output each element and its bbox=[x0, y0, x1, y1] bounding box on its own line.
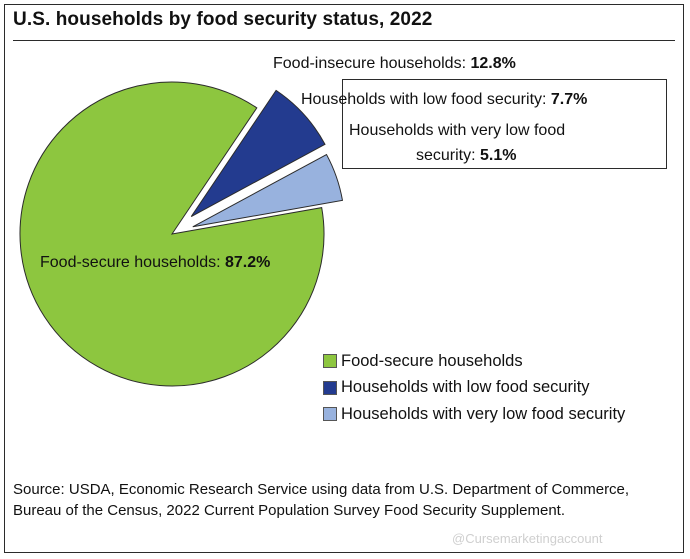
food-insecure-callout-box bbox=[342, 79, 667, 169]
legend-swatch-low-security bbox=[323, 380, 337, 395]
legend-label-very-low-security: Households with very low food security bbox=[341, 404, 626, 423]
label-food-insecure-text: Food-insecure households: bbox=[273, 55, 470, 72]
label-food-secure-value: 87.2% bbox=[225, 254, 270, 271]
legend-label-low-security: Households with low food security bbox=[341, 378, 590, 397]
label-low-security-value: 7.7% bbox=[551, 91, 587, 108]
label-food-secure: Food-secure households: 87.2% bbox=[40, 254, 270, 271]
pie-slice-very-low-security bbox=[192, 153, 344, 228]
label-very-low-line2: security: 5.1% bbox=[416, 147, 516, 164]
label-very-low-value: 5.1% bbox=[480, 147, 516, 164]
legend-item-very-low-security: Households with very low food security bbox=[323, 401, 625, 428]
pie-slice-low-security bbox=[190, 89, 326, 217]
legend-item-food-secure: Food-secure households bbox=[323, 348, 625, 375]
label-food-insecure: Food-insecure households: 12.8% bbox=[273, 55, 516, 72]
label-food-insecure-value: 12.8% bbox=[470, 55, 515, 72]
legend-swatch-food-secure bbox=[323, 354, 337, 369]
legend-swatch-very-low-security bbox=[323, 407, 337, 422]
label-low-security: Households with low food security: 7.7% bbox=[301, 91, 587, 108]
legend-item-low-security: Households with low food security bbox=[323, 375, 625, 402]
source-note: Source: USDA, Economic Research Service … bbox=[13, 481, 630, 519]
legend-label-food-secure: Food-secure households bbox=[341, 351, 523, 370]
chart-legend: Food-secure households Households with l… bbox=[323, 348, 625, 428]
watermark: @Cursemarketingaccount bbox=[452, 531, 603, 546]
chart-title: U.S. households by food security status,… bbox=[13, 9, 433, 30]
title-divider bbox=[13, 40, 675, 41]
label-very-low-text: security: bbox=[416, 147, 480, 164]
label-food-secure-text: Food-secure households: bbox=[40, 254, 225, 271]
label-very-low-line1: Households with very low food bbox=[349, 122, 565, 139]
pie-slice-food-secure bbox=[19, 81, 325, 387]
label-low-security-text: Households with low food security: bbox=[301, 91, 551, 108]
